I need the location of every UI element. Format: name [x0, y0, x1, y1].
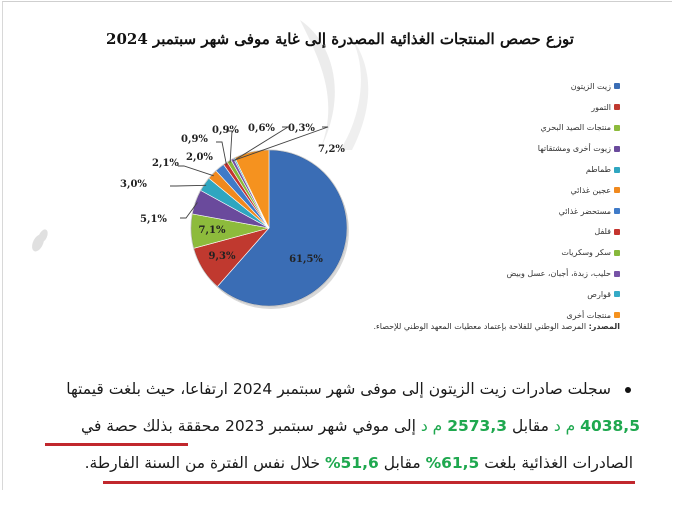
slice-label: 0,3%	[288, 123, 315, 134]
leader-line	[178, 165, 214, 177]
slice-label: 0,9%	[181, 134, 208, 145]
paragraph-text-3c: خلال نفس الفترة من السنة الفارطة.	[84, 454, 325, 472]
paragraph-text-3a: الصادرات الغذائية بلغت	[479, 454, 633, 472]
slice-label: 5,1%	[140, 214, 167, 225]
legend-label: سكر وسكريات	[561, 248, 611, 258]
legend-swatch-icon	[614, 187, 620, 194]
paragraph-line-2: 4038,5 م د مقابل 2573,3 م د إلى موفي شهر…	[81, 417, 640, 435]
legend-label: زيوت أخرى ومشتقاتها	[537, 144, 611, 154]
legend-label: عجين غذائي	[570, 185, 611, 195]
slice-label: 7,1%	[199, 225, 226, 236]
legend-item: عجين غذائي	[470, 180, 620, 201]
slice-label: 0,9%	[212, 125, 239, 136]
paragraph-line-1: سجلت صادرات زيت الزيتون إلى موفى شهر سبت…	[66, 380, 631, 398]
slice-label: 2,1%	[152, 158, 179, 169]
legend-swatch-icon	[614, 145, 620, 152]
legend-item: طماطم	[470, 159, 620, 180]
slice-label: 61,5%	[289, 254, 323, 265]
red-underline-1	[45, 443, 188, 446]
chart-source: المصدر: المرصد الوطني للفلاحة بإعتماد مع…	[330, 322, 620, 331]
legend-item: التمور	[470, 97, 620, 118]
legend-item: مستحضر غذائي	[470, 201, 620, 222]
bullet-icon	[625, 386, 631, 393]
legend-item: سكر وسكريات	[470, 242, 620, 263]
legend-label: حليب، زبدة، أجبان، عسل وبيض	[506, 269, 611, 279]
chart-title: توزع حصص المنتجات الغذائية المصدرة إلى غ…	[106, 30, 574, 48]
slice-label: 3,0%	[120, 179, 147, 190]
legend-swatch-icon	[614, 249, 620, 256]
source-text: المرصد الوطني للفلاحة بإعتماد معطيات الم…	[373, 322, 589, 331]
legend-label: قوارص	[587, 289, 611, 299]
legend-swatch-icon	[614, 291, 620, 298]
legend-swatch-icon	[614, 104, 620, 111]
pie-slice	[216, 149, 348, 307]
slice-label: 7,2%	[318, 144, 345, 155]
slice-label: 2,0%	[186, 152, 213, 163]
paragraph-text-3b: مقابل	[378, 454, 426, 472]
paragraph-text-2b: إلى موفي شهر سبتمبر 2023 محققة بذلك حصة …	[81, 417, 416, 435]
page-frame	[2, 1, 672, 490]
legend-item: فلفل	[470, 222, 620, 243]
leader-line	[226, 130, 233, 163]
paragraph-text-2a: مقابل	[507, 417, 549, 435]
leader-line	[180, 202, 198, 219]
value-2023: 2573,3	[447, 417, 508, 435]
leader-line	[170, 184, 207, 187]
paragraph-text-1: سجلت صادرات زيت الزيتون إلى موفى شهر سبت…	[66, 380, 611, 398]
legend-label: التمور	[591, 102, 611, 112]
leader-line	[232, 126, 290, 162]
legend-item: قوارص	[470, 284, 620, 305]
legend-swatch-icon	[614, 270, 620, 277]
red-underline-2	[103, 481, 635, 484]
legend-swatch-icon	[614, 228, 620, 235]
legend-swatch-icon	[614, 312, 620, 319]
legend-swatch-icon	[614, 124, 620, 131]
share-2023: 51,6%	[325, 454, 379, 472]
legend-item: حليب، زبدة، أجبان، عسل وبيض	[470, 263, 620, 284]
share-2024: 61,5%	[425, 454, 480, 472]
legend-item: زيت الزيتون	[470, 76, 620, 97]
legend-swatch-icon	[614, 166, 620, 173]
legend-item: منتجات الصيد البحري	[470, 118, 620, 139]
slice-label: 0,6%	[248, 123, 275, 134]
leader-line	[216, 141, 227, 166]
legend-label: طماطم	[585, 165, 611, 175]
legend-swatch-icon	[614, 208, 620, 215]
legend-label: مستحضر غذائي	[558, 206, 611, 216]
legend-label: زيت الزيتون	[570, 81, 611, 91]
chart-legend: زيت الزيتون التمور منتجات الصيد البحري زيوت…	[470, 76, 620, 326]
legend-label: منتجات الصيد البحري	[540, 123, 611, 133]
unit-md-2: م د	[415, 417, 448, 435]
leader-line	[234, 126, 329, 161]
legend-swatch-icon	[614, 83, 620, 90]
source-prefix: المصدر:	[588, 322, 620, 331]
legend-label: فلفل	[594, 227, 611, 237]
value-2024: 4038,5	[580, 417, 640, 435]
legend-label: منتجات أخرى	[566, 310, 611, 320]
pie-slice	[234, 149, 270, 229]
legend-item: منتجات أخرى	[470, 305, 620, 326]
paragraph-line-3: الصادرات الغذائية بلغت 61,5% مقابل 51,6%…	[85, 454, 633, 472]
legend-item: زيوت أخرى ومشتقاتها	[470, 138, 620, 159]
unit-md-1: م د	[548, 417, 581, 435]
slice-label: 9,3%	[209, 251, 236, 262]
